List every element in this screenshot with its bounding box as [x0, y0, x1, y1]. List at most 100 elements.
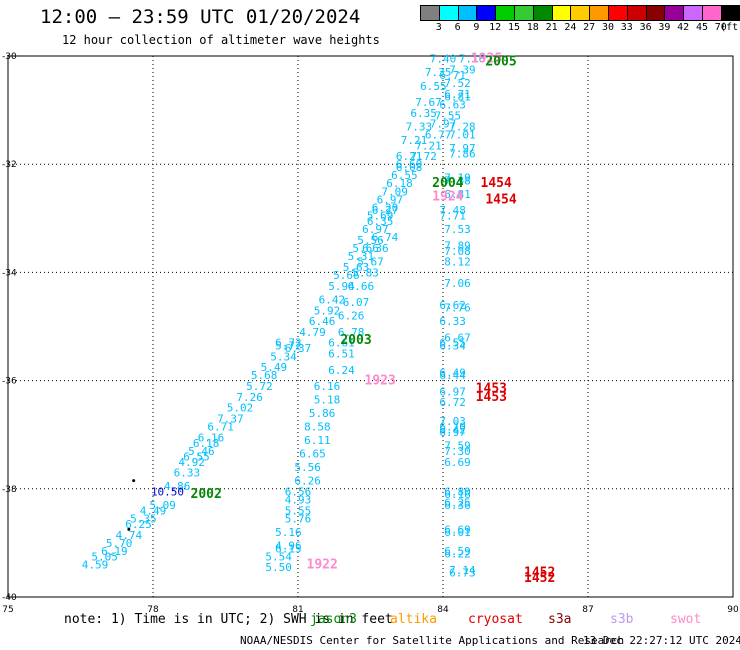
footer-credit: NOAA/NESDIS Center for Satellite Applica… — [240, 634, 625, 647]
wave-height-label: 6.42 — [319, 293, 346, 306]
wave-height-label: 6.25 — [125, 518, 152, 531]
wave-height-label: 4.93 — [285, 494, 312, 507]
wave-height-label: 5.66 — [333, 269, 360, 282]
y-tick-label: -40 — [2, 593, 17, 603]
wave-height-label: 5.31 — [348, 250, 375, 263]
wave-height-label: 5.83 — [352, 266, 379, 279]
wave-height-label: 5.05 — [91, 550, 118, 563]
wave-height-label: 6.42 — [439, 423, 466, 436]
wave-height-label: 5.54 — [265, 550, 292, 563]
wave-height-label: 7.09 — [381, 185, 408, 198]
wave-height-label: 6.34 — [439, 339, 466, 352]
pass-time-label: 1924 — [432, 190, 463, 205]
wave-height-label: 7.19 — [444, 172, 471, 185]
colorbar-label: (ft) — [720, 22, 740, 33]
wave-height-label: 5.18 — [314, 394, 341, 407]
wave-height-label: 8.12 — [444, 256, 471, 269]
wave-height-label: 5.46 — [188, 445, 215, 458]
wave-height-label: 6.49 — [439, 366, 466, 379]
legend-jason3: jason3 — [310, 612, 357, 627]
colorbar-label: 39 — [658, 22, 671, 33]
pass-time-label: 2004 — [432, 176, 463, 191]
x-tick-label: 78 — [147, 605, 159, 615]
wave-height-label: 5.02 — [227, 402, 254, 415]
wave-height-label: 6.01 — [444, 526, 471, 539]
wave-height-label: 6.66 — [348, 280, 375, 293]
wave-height-label: 6.63 — [439, 99, 466, 112]
wave-height-label: 5.67 — [357, 256, 384, 269]
pass-time-label: 1925 — [471, 52, 502, 67]
x-tick-label: 81 — [292, 605, 303, 615]
colorbar-label: 18 — [526, 22, 539, 33]
wave-height-label: 6.73 — [449, 567, 476, 580]
wave-height-label: 7.40 — [430, 53, 457, 66]
colorbar-label: 21 — [545, 22, 558, 33]
wave-height-label: 6.21 — [396, 150, 423, 163]
location-marker — [127, 527, 131, 531]
colorbar — [420, 5, 740, 21]
pass-time-label: 1923 — [365, 374, 396, 389]
wave-height-label: 5.63 — [343, 261, 370, 274]
wave-height-label: 6.55 — [420, 80, 447, 93]
wave-height-label: 6.19 — [101, 545, 128, 558]
wave-height-label: 7.76 — [444, 302, 471, 315]
wave-height-label: 7.14 — [449, 564, 476, 577]
colorbar-label: 15 — [507, 22, 521, 33]
chart-subtitle: 12 hour collection of altimeter wave hei… — [62, 33, 380, 47]
wave-height-label: 6.97 — [377, 193, 404, 206]
wave-height-label: 5.49 — [261, 361, 288, 374]
colorbar-label: 45 — [695, 22, 709, 33]
colorbar-label: 6 — [454, 22, 461, 33]
wave-height-label: 6.16 — [444, 488, 471, 501]
location-marker — [132, 479, 136, 483]
wave-height-label: 5.66 — [352, 242, 379, 255]
colorbar-label: 3 — [435, 22, 442, 33]
y-tick-label: -38 — [2, 485, 17, 495]
pass-time-label: 1452 — [524, 566, 555, 581]
wave-height-label: 6.15 — [275, 542, 302, 555]
wave-height-label: 5.56 — [294, 461, 321, 474]
wave-height-label: 6.97 — [362, 223, 389, 236]
pass-time-label: 1454 — [481, 176, 512, 191]
wave-height-label: 6.16 — [198, 431, 225, 444]
wave-height-label: 6.51 — [328, 348, 355, 361]
wave-height-label: 4.74 — [116, 529, 143, 542]
pass-time-label: 1454 — [485, 192, 516, 207]
wave-height-label: 4.92 — [178, 456, 205, 469]
pass-time-label: 2003 — [340, 333, 371, 348]
wave-height-label: 7.26 — [236, 391, 263, 404]
wave-height-label: 6.69 — [444, 456, 471, 469]
wave-height-label: 6.33 — [439, 315, 466, 328]
wave-height-label: 6.81 — [444, 188, 471, 201]
x-tick-label: 75 — [2, 605, 13, 615]
wave-height-label: 5.09 — [149, 499, 176, 512]
wave-height-label: 6.72 — [439, 396, 466, 409]
wave-height-label: 7.21 — [401, 134, 428, 147]
wave-height-label: 7.48 — [439, 204, 466, 217]
wave-height-label: 5.35 — [130, 513, 157, 526]
wave-height-label: 7.71 — [439, 210, 466, 223]
y-tick-label: -36 — [2, 377, 17, 387]
colorbar-label: 24 — [564, 22, 577, 33]
colorbar-label: 30 — [601, 22, 615, 33]
wave-height-label: 5.50 — [265, 561, 292, 574]
wave-height-label: 7.16 — [459, 53, 486, 66]
colorbar-label: 70 — [714, 22, 727, 33]
wave-height-label: 6.65 — [299, 448, 326, 461]
x-tick-label: 87 — [582, 605, 593, 615]
wave-height-label: 6.18 — [386, 177, 413, 190]
pass-time-label: 2005 — [485, 54, 516, 69]
wave-height-label: 6.71 — [439, 69, 466, 82]
footer-timestamp: 13 Dec 22:27:12 UTC 2024 — [583, 634, 740, 647]
y-tick-label: -30 — [2, 52, 17, 62]
colorbar-label: 9 — [473, 22, 480, 33]
wave-height-label: 6.70 — [439, 421, 466, 434]
wave-height-label: 5.68 — [251, 369, 278, 382]
wave-height-label: 7.06 — [444, 277, 471, 290]
pass-time-label: 1452 — [524, 571, 555, 586]
wave-height-label: 5.70 — [106, 537, 133, 550]
plot-frame — [7, 55, 734, 598]
wave-height-label: 6.35 — [367, 215, 394, 228]
x-tick-label: 84 — [437, 605, 449, 615]
wave-height-label: 6.26 — [338, 310, 365, 323]
